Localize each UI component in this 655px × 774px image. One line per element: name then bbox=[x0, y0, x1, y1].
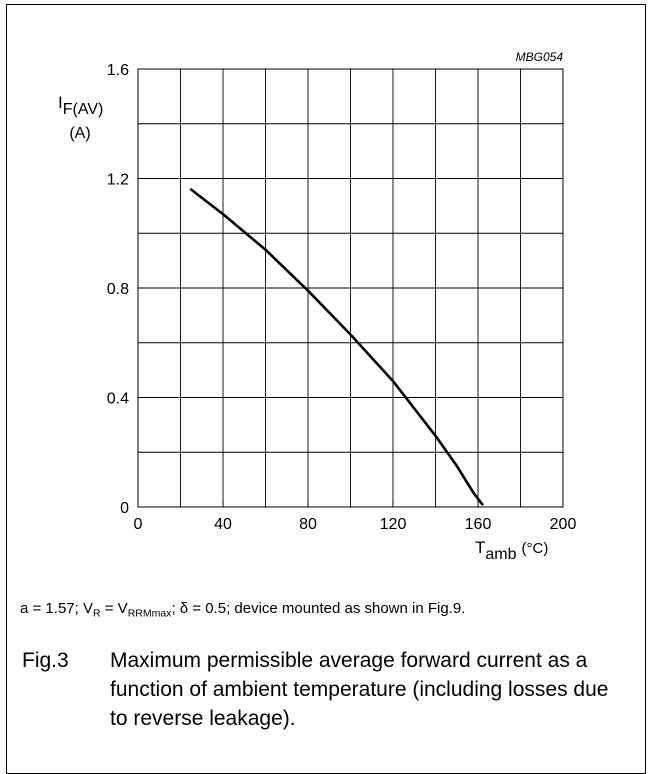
axis-ticks: 0 40 80 120 160 200 0 0.4 0.8 1.2 1.6 bbox=[107, 62, 577, 533]
note-vrrm-sub: RRMmax bbox=[127, 607, 172, 620]
figure-code: MBG054 bbox=[516, 50, 564, 64]
note-vr-sub: R bbox=[92, 607, 101, 620]
series-layer bbox=[189, 188, 484, 506]
chart-grid bbox=[138, 69, 563, 507]
figure-caption: Fig.3 Maximum permissible average forwar… bbox=[22, 646, 622, 733]
x-tick-label: 160 bbox=[465, 516, 492, 533]
chart-note: a = 1.57; VR = VRRMmax; δ = 0.5; device … bbox=[20, 600, 640, 620]
x-axis-label-unit: (°C) bbox=[522, 540, 549, 557]
y-tick-label: 0 bbox=[120, 500, 129, 517]
y-tick-label: 1.2 bbox=[107, 172, 129, 189]
y-tick-label: 0.8 bbox=[107, 281, 129, 298]
figure-number: Fig.3 bbox=[22, 649, 69, 672]
chart: 0 40 80 120 160 200 0 0.4 0.8 1.2 1.6 MBG054 IF(AV… bbox=[58, 50, 577, 563]
y-tick-label: 1.6 bbox=[107, 62, 129, 79]
x-tick-label: 200 bbox=[550, 516, 577, 533]
note-a: a = 1.57; V bbox=[20, 600, 93, 617]
note-eq: = V bbox=[100, 600, 128, 617]
x-tick-label: 40 bbox=[214, 516, 232, 533]
x-tick-label: 80 bbox=[299, 516, 317, 533]
y-axis-unit: (A) bbox=[69, 125, 90, 142]
y-tick-label: 0.4 bbox=[107, 391, 129, 408]
note-rest: ; δ = 0.5; device mounted as shown in Fi… bbox=[171, 600, 466, 617]
y-axis-label: IF(AV) bbox=[58, 93, 103, 118]
y-axis-label-main: I bbox=[58, 93, 63, 112]
x-tick-label: 120 bbox=[380, 516, 407, 533]
y-axis-label-sub: F(AV) bbox=[63, 101, 104, 118]
x-axis-label-sub: amb bbox=[485, 546, 516, 563]
series-line bbox=[189, 188, 484, 506]
x-axis-label-main: T bbox=[475, 538, 485, 557]
figure-caption-text: Maximum permissible average forward curr… bbox=[110, 649, 609, 730]
x-tick-label: 0 bbox=[134, 516, 143, 533]
x-axis-label: Tamb (°C) bbox=[475, 538, 548, 563]
